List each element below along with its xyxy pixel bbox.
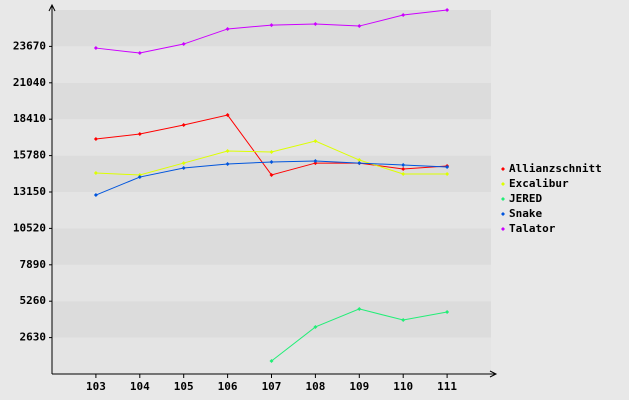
data-point bbox=[313, 158, 318, 163]
grid-band bbox=[52, 301, 491, 338]
x-tick-label: 103 bbox=[86, 380, 106, 393]
data-point bbox=[313, 324, 318, 329]
data-point bbox=[357, 24, 362, 29]
y-tick-label: 5260 bbox=[20, 294, 47, 307]
y-tick-label: 7890 bbox=[20, 258, 47, 271]
grid-band bbox=[52, 228, 491, 265]
data-point bbox=[181, 161, 186, 166]
grid-band bbox=[52, 192, 491, 229]
x-tick-label: 107 bbox=[262, 380, 282, 393]
legend-swatch bbox=[501, 167, 505, 171]
x-tick-label: 106 bbox=[218, 380, 238, 393]
data-point bbox=[93, 46, 98, 51]
y-tick-label: 18410 bbox=[13, 112, 46, 125]
x-tick-label: 109 bbox=[349, 380, 369, 393]
y-tick-label: 13150 bbox=[13, 185, 46, 198]
data-point bbox=[357, 161, 362, 166]
y-tick-label: 15780 bbox=[13, 149, 46, 162]
data-point bbox=[225, 26, 230, 31]
data-point bbox=[445, 172, 450, 177]
grid-band bbox=[52, 10, 491, 47]
y-tick-label: 2630 bbox=[20, 331, 47, 344]
data-point bbox=[357, 306, 362, 311]
data-point bbox=[181, 166, 186, 171]
data-point bbox=[401, 163, 406, 168]
data-point bbox=[93, 136, 98, 141]
data-point bbox=[137, 51, 142, 56]
data-point bbox=[269, 172, 274, 177]
legend-swatch bbox=[501, 197, 505, 201]
grid-band bbox=[52, 264, 491, 302]
y-axis-arrow bbox=[48, 3, 56, 12]
y-tick-label: 23670 bbox=[13, 39, 46, 52]
data-point bbox=[401, 318, 406, 323]
x-tick-label: 104 bbox=[130, 380, 150, 393]
data-point bbox=[445, 164, 450, 169]
y-tick-label: 21040 bbox=[13, 76, 46, 89]
y-tick-label: 10520 bbox=[13, 221, 46, 234]
legend-label: Excalibur bbox=[509, 177, 569, 190]
legend-swatch bbox=[501, 227, 505, 231]
data-point bbox=[269, 150, 274, 155]
data-point bbox=[313, 161, 318, 166]
x-tick-label: 105 bbox=[174, 380, 194, 393]
data-point bbox=[137, 132, 142, 137]
data-point bbox=[269, 23, 274, 28]
data-point bbox=[137, 172, 142, 177]
data-point bbox=[225, 162, 230, 167]
legend-label: Talator bbox=[509, 222, 556, 235]
data-point bbox=[401, 12, 406, 17]
data-point bbox=[137, 175, 142, 180]
data-point bbox=[445, 8, 450, 12]
grid-band bbox=[52, 46, 491, 83]
data-point bbox=[269, 159, 274, 164]
x-tick-label: 110 bbox=[393, 380, 413, 393]
legend-label: Allianzschnitt bbox=[509, 162, 602, 175]
data-point bbox=[93, 193, 98, 198]
data-point bbox=[225, 113, 230, 118]
data-point bbox=[181, 123, 186, 128]
data-point bbox=[93, 171, 98, 176]
x-axis-arrow bbox=[489, 370, 498, 378]
legend-swatch bbox=[501, 212, 505, 216]
x-tick-label: 108 bbox=[305, 380, 325, 393]
data-point bbox=[313, 21, 318, 26]
data-point bbox=[401, 172, 406, 177]
data-point bbox=[401, 167, 406, 172]
data-point bbox=[357, 158, 362, 163]
data-point bbox=[269, 358, 274, 363]
data-point bbox=[445, 309, 450, 314]
data-point bbox=[225, 149, 230, 154]
data-point bbox=[181, 42, 186, 47]
legend-swatch bbox=[501, 182, 505, 186]
grid-band bbox=[52, 337, 491, 374]
x-tick-label: 111 bbox=[437, 380, 457, 393]
legend-label: Snake bbox=[509, 207, 542, 220]
grid-band bbox=[52, 119, 491, 156]
legend-label: JERED bbox=[509, 192, 542, 205]
data-point bbox=[313, 139, 318, 144]
grid-band bbox=[52, 82, 491, 120]
